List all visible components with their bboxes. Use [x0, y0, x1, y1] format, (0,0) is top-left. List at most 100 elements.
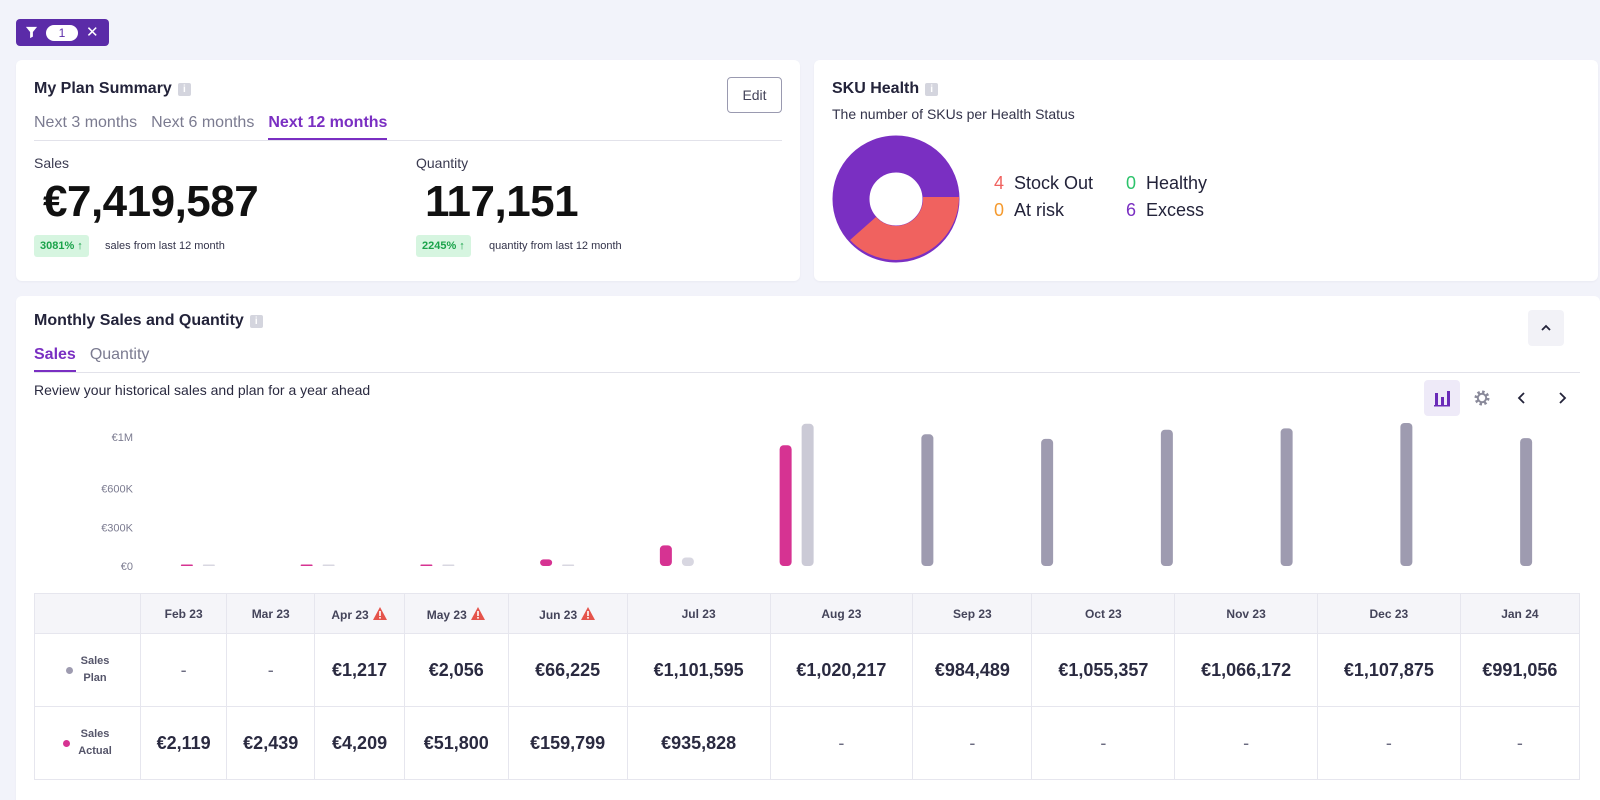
- sales-label: Sales: [34, 155, 70, 171]
- month-header: Sep 23: [912, 593, 1033, 634]
- plan-bar[interactable]: [562, 564, 575, 567]
- sales-plan-cell: €1,107,875: [1316, 633, 1461, 707]
- monthly-sales-quantity-card: Monthly Sales and Quantity i Sales Quant…: [16, 296, 1600, 800]
- month-header: Jul 23: [626, 593, 771, 634]
- plan-summary-card: My Plan Summary i Edit Next 3 months Nex…: [16, 60, 800, 281]
- sales-plan-cell: €1,217: [314, 633, 405, 707]
- clear-filter-icon[interactable]: ✕: [86, 24, 99, 41]
- sku-health-card: SKU Health i The number of SKUs per Heal…: [814, 60, 1598, 281]
- plan-bar[interactable]: [202, 564, 215, 567]
- sales-actual-cell: €2,119: [139, 706, 228, 780]
- plan-bar[interactable]: [322, 564, 335, 567]
- y-tick-label: €0: [121, 561, 133, 573]
- plan-bar[interactable]: [681, 557, 694, 566]
- previous-period-button[interactable]: [1504, 380, 1540, 416]
- tab-next-6-months[interactable]: Next 6 months: [151, 114, 255, 131]
- plan-summary-title-text: My Plan Summary: [34, 80, 172, 97]
- y-tick-label: €600K: [101, 484, 133, 496]
- info-icon[interactable]: i: [249, 314, 263, 328]
- month-header: May 23: [404, 593, 509, 634]
- month-header: Aug 23: [769, 593, 914, 634]
- monthly-title-text: Monthly Sales and Quantity: [34, 312, 244, 329]
- sales-plan-cell: €984,489: [912, 633, 1033, 707]
- tab-divider: [34, 140, 782, 141]
- tab-next-3-months[interactable]: Next 3 months: [34, 114, 138, 131]
- sales-plan-cell: €1,066,172: [1174, 633, 1318, 707]
- quantity-label: Quantity: [416, 155, 469, 171]
- sales-actual-cell: -: [769, 706, 914, 780]
- plan-dot-icon: [65, 666, 73, 674]
- filter-chip[interactable]: 1 ✕: [16, 19, 109, 46]
- sales-actual-cell: -: [1174, 706, 1318, 780]
- actual-bar[interactable]: [420, 564, 433, 567]
- chevron-right-icon: [1559, 392, 1567, 404]
- actual-bar[interactable]: [180, 564, 193, 567]
- row-label-sales-plan: Sales Plan: [34, 633, 141, 707]
- legend-healthy: 0 Healthy: [1126, 173, 1208, 193]
- bar-chart-view-button[interactable]: [1424, 380, 1460, 416]
- month-header: Mar 23: [226, 593, 316, 634]
- tab-quantity[interactable]: Quantity: [89, 346, 150, 363]
- next-period-button[interactable]: [1544, 380, 1580, 416]
- month-header: Nov 23: [1174, 593, 1318, 634]
- info-icon[interactable]: i: [177, 82, 191, 96]
- plan-bar[interactable]: [801, 423, 814, 566]
- tab-next-12-months[interactable]: Next 12 months: [268, 114, 388, 140]
- collapse-button[interactable]: [1528, 310, 1564, 346]
- actual-dot-icon: [63, 739, 71, 747]
- plan-bar[interactable]: [442, 564, 455, 567]
- bar-chart-icon: [1434, 391, 1450, 407]
- sales-plan-cell: €1,020,217: [769, 633, 914, 707]
- warning-icon[interactable]: [372, 606, 388, 621]
- edit-button[interactable]: Edit: [727, 77, 782, 113]
- sales-plan-cell: €2,056: [404, 633, 509, 707]
- chevron-up-icon: [1541, 324, 1551, 331]
- monthly-sales-bar-chart: €1M €600K €300K €0: [101, 422, 1533, 573]
- plan-bar[interactable]: [1520, 438, 1533, 566]
- y-tick-label: €1M: [112, 432, 133, 444]
- sales-plan-cell: -: [226, 633, 316, 707]
- sku-health-subtitle: The number of SKUs per Health Status: [832, 106, 1075, 122]
- quantity-growth-badge: 2245% ↑: [416, 235, 471, 257]
- sales-plan-cell: €1,055,357: [1031, 633, 1176, 707]
- month-header: Oct 23: [1031, 593, 1176, 634]
- legend-at-risk: 0 At risk: [994, 200, 1065, 220]
- sales-plan-cell: €1,101,595: [626, 633, 771, 707]
- actual-bar[interactable]: [300, 564, 313, 567]
- row-label-sales-actual: Sales Actual: [34, 706, 141, 780]
- sku-health-title-text: SKU Health: [832, 80, 920, 97]
- sales-actual-cell: €2,439: [226, 706, 316, 780]
- sku-health-legend: 4 Stock Out 0 Healthy 0 At risk 6 Excess: [994, 173, 1246, 221]
- plan-summary-title: My Plan Summary i: [34, 80, 191, 98]
- plan-bar[interactable]: [921, 434, 934, 566]
- actual-bar[interactable]: [540, 559, 553, 566]
- warning-icon[interactable]: [470, 606, 486, 621]
- plan-bar[interactable]: [1400, 422, 1413, 566]
- table-row-sales-plan: Sales Plan - - €1,217 €2,056 €66,225 €1,101,59…: [34, 633, 1581, 707]
- tab-sales[interactable]: Sales: [34, 346, 76, 372]
- chevron-left-icon: [1517, 392, 1525, 404]
- month-header: Dec 23: [1316, 593, 1461, 634]
- month-header: Apr 23: [314, 593, 405, 634]
- info-icon[interactable]: i: [925, 82, 939, 96]
- month-header: Jun 23: [507, 593, 628, 634]
- actual-bar[interactable]: [779, 445, 792, 566]
- chart-settings-button[interactable]: [1464, 380, 1500, 416]
- sales-actual-cell: -: [1316, 706, 1461, 780]
- table-corner-cell: [34, 593, 141, 634]
- legend-stock-out: 4 Stock Out: [994, 173, 1094, 193]
- month-header: Feb 23: [139, 593, 228, 634]
- y-tick-label: €300K: [101, 522, 133, 534]
- sales-value: €7,419,587: [43, 177, 259, 226]
- chart-toolbar: [1424, 380, 1580, 416]
- quantity-value: 117,151: [425, 177, 579, 226]
- actual-bar[interactable]: [659, 545, 672, 566]
- plan-bar[interactable]: [1280, 428, 1293, 566]
- plan-bar[interactable]: [1160, 429, 1173, 566]
- plan-bar[interactable]: [1041, 438, 1054, 566]
- month-header: Jan 24: [1459, 593, 1581, 634]
- quantity-growth-note: quantity from last 12 month: [489, 240, 622, 252]
- warning-icon[interactable]: [580, 606, 596, 621]
- sales-growth-note: sales from last 12 month: [105, 240, 225, 252]
- gear-icon: [1474, 390, 1490, 406]
